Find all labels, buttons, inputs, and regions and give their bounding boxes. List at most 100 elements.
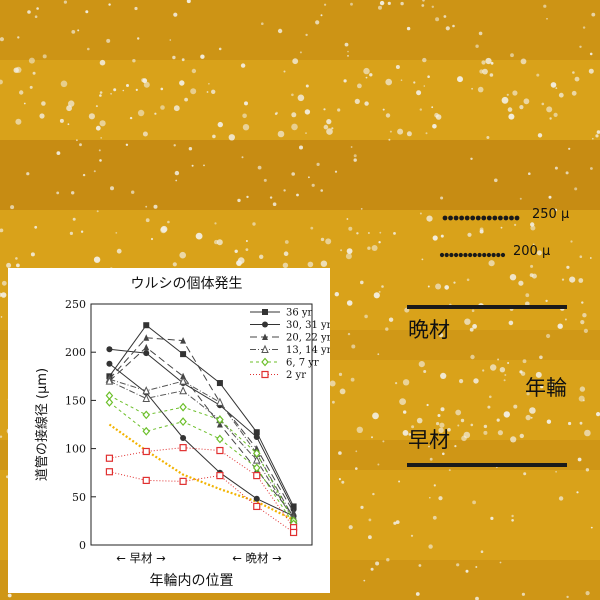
vessel-pore <box>59 118 64 123</box>
vessel-pore <box>331 127 334 130</box>
vessel-pore <box>360 208 363 210</box>
x-tick-label-late-wood: ← 晩材 → <box>232 551 282 565</box>
vessel-pore <box>382 440 385 443</box>
vessel-pore <box>216 239 223 246</box>
vessel-pore <box>368 518 372 522</box>
y-tick-label: 250 <box>65 298 86 311</box>
vessel-pore <box>357 83 362 89</box>
vessel-pore <box>425 132 428 135</box>
data-point <box>216 415 224 425</box>
trend-line <box>108 423 295 521</box>
vessel-pore <box>464 318 471 325</box>
vessel-pore <box>10 205 15 210</box>
vessel-pore <box>592 137 594 140</box>
vessel-pore <box>191 68 197 74</box>
vessel-pore <box>179 251 186 259</box>
vessel-pore <box>385 113 391 118</box>
vessel-pore <box>504 374 507 376</box>
vessel-pore <box>526 392 530 396</box>
data-point <box>261 344 269 353</box>
vessel-pore <box>368 535 372 540</box>
vessel-pore <box>82 173 86 177</box>
vessel-pore <box>475 44 479 48</box>
vessel-pore <box>521 592 526 596</box>
vessel-pore <box>0 37 4 42</box>
data-point <box>216 434 224 444</box>
data-point <box>180 351 187 358</box>
vessel-pore <box>482 369 485 372</box>
vessel-pore <box>570 240 573 243</box>
vessel-pore <box>460 418 465 423</box>
vessel-pore <box>137 109 145 117</box>
data-point <box>105 454 114 462</box>
data-point <box>179 444 187 452</box>
vessel-pore <box>541 102 545 106</box>
vessel-pore <box>483 424 488 429</box>
vessel-pore <box>99 94 102 97</box>
vessel-pore <box>228 134 235 141</box>
legend-label: 6, 7 yr <box>286 358 319 369</box>
vessel-pore <box>242 124 250 131</box>
vessel-pore <box>431 106 434 109</box>
series-line <box>109 395 295 522</box>
vessel-pore <box>291 172 296 176</box>
vessel-pore <box>160 225 168 233</box>
vessel-pore <box>110 92 112 95</box>
scale-bar-dot <box>459 215 465 221</box>
vessel-pore <box>568 421 572 426</box>
vessel-pore <box>531 273 537 279</box>
vessel-pore <box>439 422 445 428</box>
data-point <box>252 455 261 464</box>
scale-bar-dot <box>448 215 453 221</box>
vessel-pore <box>509 274 517 281</box>
vessel-pore <box>305 84 309 88</box>
vessel-pore <box>29 85 33 89</box>
vessel-pore <box>438 496 443 501</box>
vessel-pore <box>0 228 4 233</box>
scale-bar-dot <box>449 252 454 258</box>
vessel-pore <box>536 73 540 77</box>
vessel-pore <box>496 418 500 422</box>
x-axis-label: 年輪内の位置 <box>150 572 234 589</box>
series-line <box>109 324 295 507</box>
data-point <box>216 471 224 480</box>
vessel-pore <box>344 42 349 47</box>
vessel-pore <box>440 372 447 379</box>
vessel-pore <box>558 92 564 98</box>
vessel-pore <box>316 162 320 166</box>
scale-bar-250-label: 250 μ <box>532 207 570 222</box>
vessel-pore <box>430 440 433 443</box>
data-point <box>105 397 114 407</box>
series-2 <box>106 360 297 520</box>
data-point <box>106 360 113 367</box>
vessel-pore <box>68 100 75 107</box>
vessel-pore <box>332 400 335 404</box>
vessel-pore <box>32 71 36 75</box>
vessel-pore <box>489 395 492 399</box>
scale-bar-200 <box>439 252 506 258</box>
vessel-pore <box>585 591 590 596</box>
data-point <box>262 309 268 315</box>
vessel-pore <box>422 57 427 63</box>
scale-bar-dot <box>453 215 459 221</box>
data-point <box>253 471 261 480</box>
vessel-pore <box>338 451 342 455</box>
vessel-pore <box>129 116 133 120</box>
vessel-pore <box>323 108 326 111</box>
vessel-pore <box>240 63 246 68</box>
y-tick-label: 50 <box>72 491 86 504</box>
vessel-pore <box>0 79 3 85</box>
vessel-pore <box>511 514 514 518</box>
vessel-pore <box>143 81 150 88</box>
vessel-pore <box>142 78 148 84</box>
vessel-pore <box>457 424 460 427</box>
vessel-pore <box>56 191 60 195</box>
vessel-pore <box>350 2 353 6</box>
vessel-pore <box>400 1 404 6</box>
vessel-pore <box>566 265 570 269</box>
vessel-pore <box>523 98 530 105</box>
vessel-pore <box>440 234 444 238</box>
vessel-pore <box>60 80 68 88</box>
vessel-pore <box>126 84 129 87</box>
vessel-pore <box>174 170 180 176</box>
